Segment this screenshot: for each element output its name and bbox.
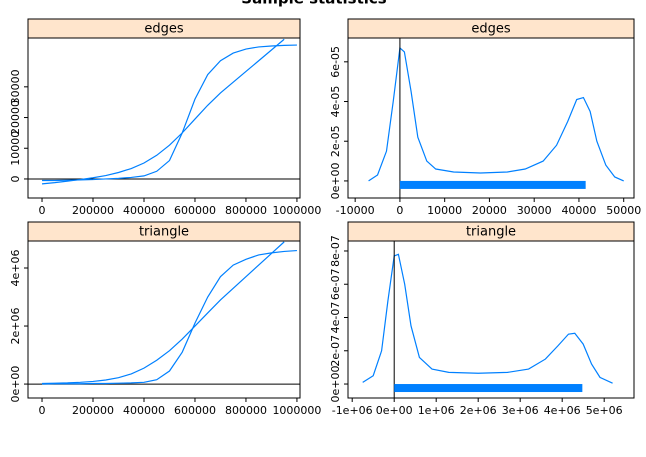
- y-tick-label: 4e-05: [329, 86, 342, 118]
- y-tick-label: 2e+06: [9, 308, 22, 345]
- y-tick-label: 6e-07: [329, 268, 342, 300]
- strip-label: edges: [471, 22, 511, 37]
- x-tick-label: 3e+06: [502, 404, 539, 417]
- x-tick-label: 200000: [72, 204, 114, 217]
- y-tick-label: 0e+00: [329, 366, 342, 403]
- x-tick-label: 600000: [174, 204, 216, 217]
- x-tick-label: 0e+00: [376, 404, 413, 417]
- y-tick-label: 4e+06: [9, 249, 22, 286]
- x-tick-label: 20000: [472, 204, 507, 217]
- x-tick-label: 200000: [72, 404, 114, 417]
- panel: triangle 0 200000 400000 600000 800000 1000000…: [9, 221, 321, 417]
- y-tick-label: 0e+00: [9, 366, 22, 403]
- y-tick-label: 0e+00: [329, 162, 342, 199]
- y-tick-label: 6e-05: [329, 46, 342, 78]
- series-line: [362, 253, 613, 384]
- strip-label: triangle: [139, 225, 189, 240]
- x-tick-label: 2e+06: [460, 404, 497, 417]
- y-tick-label: 2e-07: [329, 335, 342, 367]
- x-tick-label: 0: [396, 204, 403, 217]
- x-tick-label: 40000: [561, 204, 596, 217]
- range-bar: [394, 384, 583, 393]
- y-tick-label: 20000: [9, 100, 22, 135]
- plot-frame: [27, 240, 301, 399]
- x-tick-label: 0: [39, 404, 46, 417]
- series-line: [41, 38, 285, 185]
- plot-frame: [27, 37, 301, 199]
- plot-area: [368, 38, 624, 198]
- plot-area: [28, 241, 300, 385]
- y-tick-label: 8e-07: [329, 235, 342, 267]
- x-tick-label: -10000: [336, 204, 375, 217]
- x-tick-label: 50000: [606, 204, 641, 217]
- x-tick-label: 0: [39, 204, 46, 217]
- strip-label: edges: [144, 22, 184, 37]
- x-tick-label: 1000000: [272, 404, 321, 417]
- panel: edges -10000 0 10000 20000 30000 40000 50000 0e+…: [329, 18, 641, 217]
- plot-area: [28, 38, 300, 185]
- strip-label: triangle: [466, 225, 516, 240]
- x-tick-label: 800000: [225, 404, 267, 417]
- y-tick-label: 2e-05: [329, 125, 342, 157]
- x-tick-label: 600000: [174, 404, 216, 417]
- panel: edges 0 200000 400000 600000 800000 1000000 0 10…: [9, 18, 321, 217]
- x-tick-label: 400000: [123, 404, 165, 417]
- x-tick-label: 30000: [517, 204, 552, 217]
- panel: triangle -1e+06 0e+00 1e+06 2e+06 3e+06 4e+06 5…: [329, 221, 635, 417]
- x-tick-label: 800000: [225, 204, 267, 217]
- y-tick-label: 0: [9, 175, 22, 182]
- series-line: [42, 241, 285, 385]
- plot-frame: [347, 240, 635, 399]
- range-bar: [399, 180, 586, 189]
- series-line: [42, 249, 297, 385]
- series-line: [42, 44, 297, 182]
- y-tick-label: 4e-07: [329, 302, 342, 334]
- chart-title: Sample statistics: [241, 0, 386, 8]
- x-tick-label: 1e+06: [418, 404, 455, 417]
- y-tick-label: 10000: [9, 131, 22, 166]
- series-line: [368, 46, 624, 182]
- plot-area: [362, 241, 613, 398]
- x-tick-label: 10000: [427, 204, 462, 217]
- x-tick-label: -1e+06: [332, 404, 373, 417]
- y-tick-label: 30000: [9, 69, 22, 104]
- plot-frame: [347, 37, 635, 199]
- x-tick-label: 5e+06: [586, 404, 623, 417]
- x-tick-label: 4e+06: [544, 404, 581, 417]
- x-tick-label: 1000000: [272, 204, 321, 217]
- x-tick-label: 400000: [123, 204, 165, 217]
